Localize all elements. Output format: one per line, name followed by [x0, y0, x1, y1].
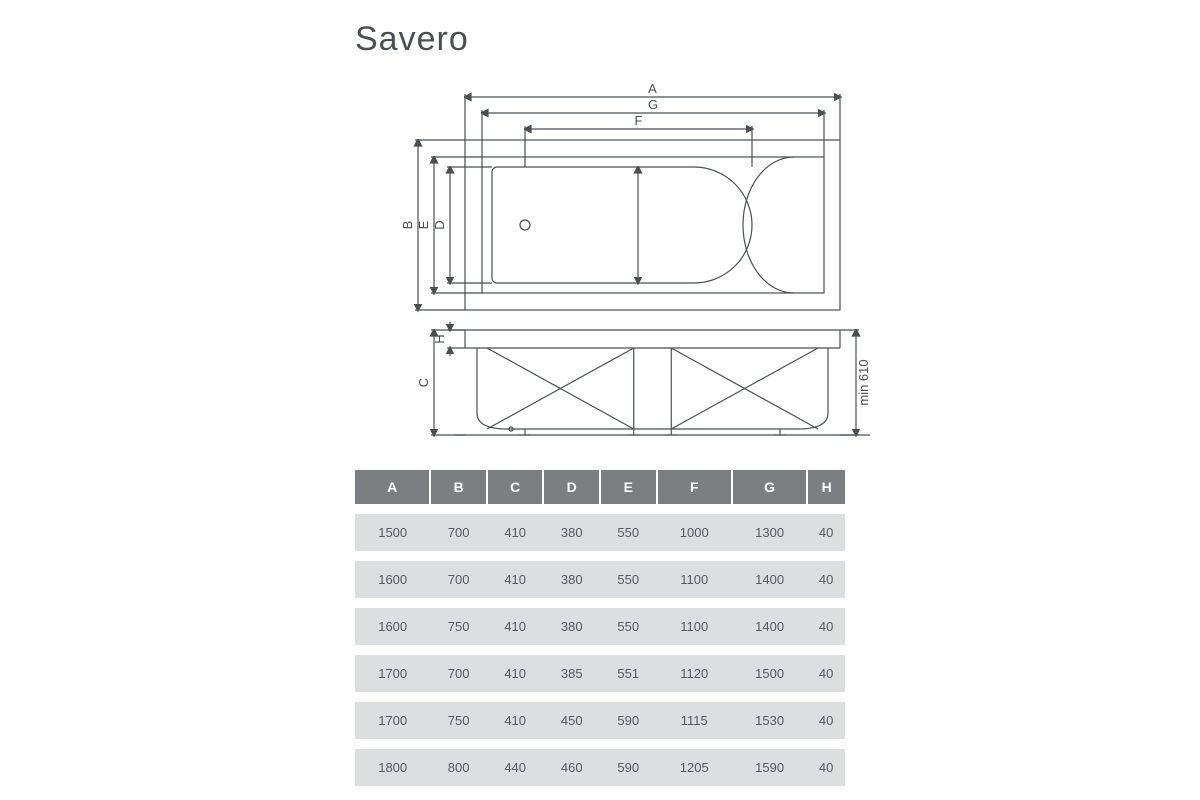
table-cell: 1700 — [355, 655, 430, 692]
svg-text:F: F — [635, 113, 643, 128]
table-cell: 1205 — [657, 749, 732, 786]
svg-text:B: B — [400, 221, 415, 230]
table-cell: 1600 — [355, 561, 430, 598]
table-cell: 1700 — [355, 702, 430, 739]
svg-text:C: C — [416, 378, 431, 387]
col-header-H: H — [807, 470, 845, 504]
svg-text:D: D — [432, 220, 447, 229]
table-body: 1500700410380550100013004016007004103805… — [355, 504, 845, 786]
svg-text:A: A — [648, 81, 657, 96]
table-cell: 1100 — [657, 608, 732, 645]
table-cell: 1500 — [355, 514, 430, 551]
table-cell: 1115 — [657, 702, 732, 739]
svg-text:E: E — [416, 220, 431, 229]
table-cell: 1590 — [732, 749, 807, 786]
table-cell: 410 — [487, 561, 544, 598]
table-cell: 590 — [600, 749, 657, 786]
col-header-C: C — [487, 470, 544, 504]
table-cell: 1500 — [732, 655, 807, 692]
table-cell: 410 — [487, 702, 544, 739]
svg-text:G: G — [648, 97, 658, 112]
svg-text:min 610: min 610 — [856, 359, 871, 405]
table-cell: 700 — [430, 561, 487, 598]
table-row: 16007504103805501100140040 — [355, 608, 845, 645]
table-cell: 40 — [807, 608, 845, 645]
table-cell: 450 — [543, 702, 600, 739]
col-header-F: F — [657, 470, 732, 504]
table-cell: 700 — [430, 514, 487, 551]
table-cell: 1800 — [355, 749, 430, 786]
table-cell: 1600 — [355, 608, 430, 645]
table-row: 17007004103855511120150040 — [355, 655, 845, 692]
table-row: 16007004103805501100140040 — [355, 561, 845, 598]
table-cell: 385 — [543, 655, 600, 692]
table-cell: 380 — [543, 514, 600, 551]
dimensions-table: ABCDEFGH 1500700410380550100013004016007… — [355, 470, 845, 786]
table-cell: 380 — [543, 608, 600, 645]
table-cell: 750 — [430, 702, 487, 739]
table-cell: 590 — [600, 702, 657, 739]
table-row: 15007004103805501000130040 — [355, 514, 845, 551]
table-cell: 1400 — [732, 608, 807, 645]
col-header-A: A — [355, 470, 430, 504]
table-cell: 550 — [600, 608, 657, 645]
table-cell: 40 — [807, 702, 845, 739]
table-cell: 551 — [600, 655, 657, 692]
table-cell: 440 — [487, 749, 544, 786]
table-cell: 700 — [430, 655, 487, 692]
table-cell: 410 — [487, 608, 544, 645]
table-cell: 40 — [807, 655, 845, 692]
table-cell: 1300 — [732, 514, 807, 551]
technical-diagram: AGF BED C Hmin 610 — [370, 65, 890, 445]
svg-text:H: H — [432, 334, 447, 343]
col-header-G: G — [732, 470, 807, 504]
col-header-E: E — [600, 470, 657, 504]
table-row: 18008004404605901205159040 — [355, 749, 845, 786]
table-cell: 40 — [807, 561, 845, 598]
drawing-svg: AGF BED C Hmin 610 — [370, 65, 890, 445]
table-cell: 1000 — [657, 514, 732, 551]
table-cell: 40 — [807, 749, 845, 786]
dim-table: ABCDEFGH 1500700410380550100013004016007… — [355, 470, 845, 786]
table-cell: 40 — [807, 514, 845, 551]
table-cell: 1400 — [732, 561, 807, 598]
col-header-B: B — [430, 470, 487, 504]
table-row: 17007504104505901115153040 — [355, 702, 845, 739]
table-cell: 1120 — [657, 655, 732, 692]
table-header: ABCDEFGH — [355, 470, 845, 504]
table-cell: 410 — [487, 655, 544, 692]
table-cell: 800 — [430, 749, 487, 786]
table-cell: 380 — [543, 561, 600, 598]
table-cell: 1530 — [732, 702, 807, 739]
product-title: Savero — [355, 20, 469, 59]
table-cell: 1100 — [657, 561, 732, 598]
table-cell: 750 — [430, 608, 487, 645]
page: Savero AGFBEDCHmin 610 ABCDEFGH 15007004… — [0, 0, 1200, 800]
table-cell: 460 — [543, 749, 600, 786]
table-cell: 550 — [600, 514, 657, 551]
table-cell: 410 — [487, 514, 544, 551]
col-header-D: D — [543, 470, 600, 504]
table-cell: 550 — [600, 561, 657, 598]
